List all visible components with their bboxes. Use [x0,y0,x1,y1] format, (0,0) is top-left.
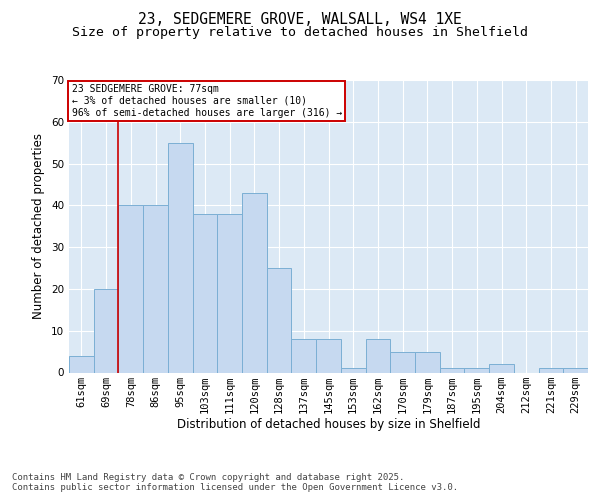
Bar [464,368,489,372]
Bar [292,339,316,372]
Bar [193,214,217,372]
Bar [168,142,193,372]
Bar [489,364,514,372]
Bar [69,356,94,372]
Bar [365,339,390,372]
Bar [118,206,143,372]
Bar [217,214,242,372]
X-axis label: Distribution of detached houses by size in Shelfield: Distribution of detached houses by size … [177,418,480,432]
Y-axis label: Number of detached properties: Number of detached properties [32,133,46,320]
Bar [267,268,292,372]
Bar [94,289,118,372]
Bar [316,339,341,372]
Bar [440,368,464,372]
Text: 23 SEDGEMERE GROVE: 77sqm
← 3% of detached houses are smaller (10)
96% of semi-d: 23 SEDGEMERE GROVE: 77sqm ← 3% of detach… [71,84,342,117]
Bar [539,368,563,372]
Text: Size of property relative to detached houses in Shelfield: Size of property relative to detached ho… [72,26,528,39]
Bar [143,206,168,372]
Bar [341,368,365,372]
Text: Contains HM Land Registry data © Crown copyright and database right 2025.
Contai: Contains HM Land Registry data © Crown c… [12,472,458,492]
Bar [390,352,415,372]
Text: 23, SEDGEMERE GROVE, WALSALL, WS4 1XE: 23, SEDGEMERE GROVE, WALSALL, WS4 1XE [138,12,462,28]
Bar [415,352,440,372]
Bar [242,193,267,372]
Bar [563,368,588,372]
